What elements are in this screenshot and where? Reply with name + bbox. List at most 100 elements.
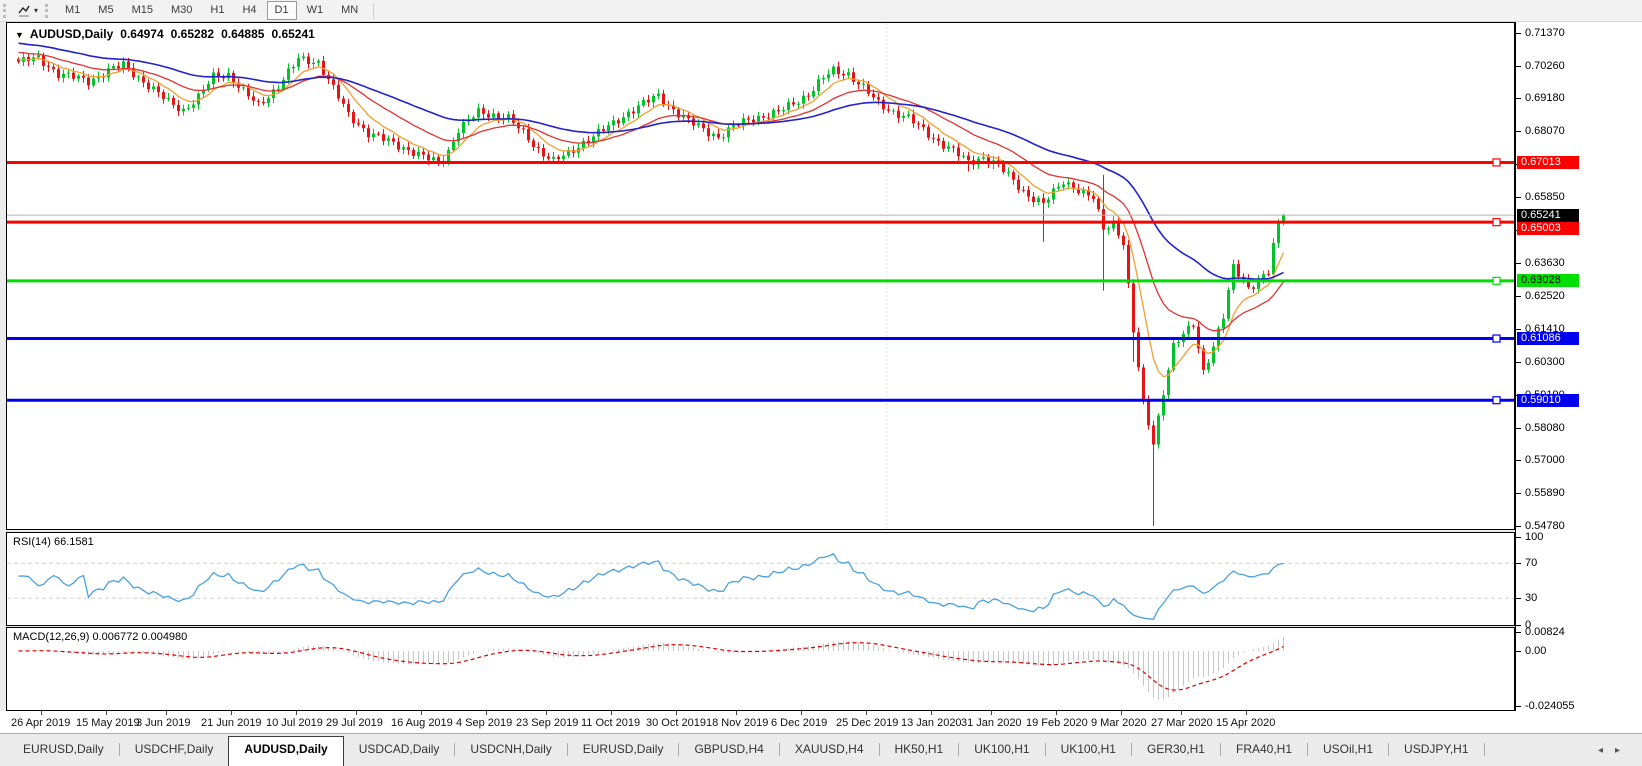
chevron-down-icon[interactable]: ▾ [34, 6, 39, 15]
tab-usdjpy-h1[interactable]: USDJPY,H1 [1404, 742, 1469, 756]
tab-uk100-h1[interactable]: UK100,H1 [974, 742, 1030, 756]
tab-divider [454, 743, 456, 756]
date-label: 25 Dec 2019 [836, 717, 899, 729]
timeframe-button-w1[interactable]: W1 [299, 1, 332, 20]
price-level-tag[interactable]: 0.65241 [1517, 208, 1579, 222]
timeframe-button-m1[interactable]: M1 [57, 1, 88, 20]
tab-usoil-h1[interactable]: USOil,H1 [1323, 742, 1374, 756]
tab-scroll-arrows: ◂▸ [1598, 745, 1632, 756]
timeframe-button-mn[interactable]: MN [333, 1, 366, 20]
tab-usdchf-daily[interactable]: USDCHF,Daily [134, 742, 214, 756]
tab-usdcad-daily[interactable]: USDCAD,Daily [358, 742, 440, 756]
axis-tick [1516, 65, 1521, 67]
tab-divider [1388, 743, 1390, 756]
rsi-tick-label: 0 [1525, 618, 1532, 631]
axis-tick [1516, 563, 1521, 565]
axis-tick [1516, 196, 1521, 198]
price-tick-label: 0.65850 [1525, 190, 1565, 203]
tab-divider [878, 743, 880, 756]
tab-bar: EURUSD,Daily USDCHF,Daily AUDUSD,Daily USDC… [0, 733, 1642, 766]
tab-uk100-h1[interactable]: UK100,H1 [1060, 742, 1116, 756]
chart-title: ▼ AUDUSD,Daily 0.64974 0.65282 0.64885 0.6524… [15, 27, 315, 41]
timeframe-button-h1[interactable]: H1 [202, 1, 232, 20]
tab-divider [1219, 743, 1221, 756]
timeframe-button-d1[interactable]: D1 [266, 1, 297, 20]
date-axis[interactable]: 26 Apr 2019 15 May 2019 3 Jun 2019 21 Jun 2… [0, 711, 1642, 733]
chart-cursor-icon[interactable] [16, 3, 32, 19]
price-tick-label: 0.70260 [1525, 59, 1565, 72]
date-label: 16 Aug 2019 [391, 717, 453, 729]
date-tick [736, 711, 737, 715]
date-label: 23 Sep 2019 [516, 717, 579, 729]
rsi-chart[interactable] [7, 533, 1514, 625]
candlestick-chart[interactable] [7, 23, 1514, 529]
price-level-tag[interactable]: 0.61086 [1517, 332, 1579, 346]
date-label: 18 Nov 2019 [706, 717, 769, 729]
date-label: 10 Jul 2019 [266, 717, 323, 729]
price-level-tag[interactable]: 0.59010 [1517, 393, 1579, 407]
date-tick [231, 711, 232, 715]
axis-tick [1516, 706, 1521, 708]
main-chart-pane[interactable]: ▼ AUDUSD,Daily 0.64974 0.65282 0.64885 0.6524… [6, 22, 1515, 530]
date-tick [991, 711, 992, 715]
tab-scroll-right-icon[interactable]: ▸ [1614, 745, 1632, 756]
date-tick [1246, 711, 1247, 715]
timeframe-button-h4[interactable]: H4 [234, 1, 264, 20]
price-level-tag[interactable]: 0.65003 [1517, 221, 1579, 235]
tab-hk50-h1[interactable]: HK50,H1 [894, 742, 944, 756]
toolbar-grip[interactable] [3, 3, 10, 18]
rsi-pane[interactable]: RSI(14) 66.1581 [6, 532, 1515, 626]
axis-tick [1516, 651, 1521, 652]
date-tick [1181, 711, 1182, 715]
axis-tick [1516, 262, 1521, 264]
tab-scroll-left-icon[interactable]: ◂ [1597, 745, 1615, 756]
rsi-tick-label: 70 [1525, 557, 1538, 570]
macd-chart[interactable] [7, 628, 1514, 710]
price-tick-label: 0.61410 [1525, 322, 1565, 335]
date-label: 9 Mar 2020 [1091, 717, 1147, 729]
date-label: 13 Jan 2020 [901, 717, 962, 729]
date-label: 15 Apr 2020 [1216, 717, 1276, 729]
axis-tick [1516, 33, 1521, 34]
axis-tick [1516, 131, 1521, 133]
date-tick [421, 711, 422, 715]
axis-tick [1516, 598, 1521, 600]
tab-eurusd-daily[interactable]: EURUSD,Daily [582, 742, 664, 756]
tab-ger30-h1[interactable]: GER30,H1 [1146, 742, 1205, 756]
date-label: 4 Sep 2019 [456, 717, 513, 729]
tab-divider [778, 743, 780, 756]
price-tick-label: 0.68070 [1525, 125, 1565, 138]
date-tick [866, 711, 867, 715]
timeframe-button-m15[interactable]: M15 [124, 1, 161, 20]
tab-usdcnh-daily[interactable]: USDCNH,Daily [470, 742, 552, 756]
tab-eurusd-daily[interactable]: EURUSD,Daily [23, 742, 104, 756]
macd-label: MACD(12,26,9) 0.006772 0.004980 [13, 631, 188, 643]
price-axis[interactable]: 0.713700.702600.691800.680700.669600.658… [1515, 22, 1642, 712]
price-tick-label: 0.58080 [1525, 421, 1565, 434]
price-tick-label: 0.71370 [1525, 27, 1565, 39]
ohlc-dropdown-icon[interactable]: ▼ [15, 30, 24, 40]
toolbar-grip-2[interactable] [45, 3, 52, 18]
macd-pane[interactable]: MACD(12,26,9) 0.006772 0.004980 [6, 627, 1515, 711]
tab-fra40-h1[interactable]: FRA40,H1 [1235, 742, 1293, 756]
price-level-tag[interactable]: 0.67013 [1517, 155, 1579, 169]
tab-gbpusd-h4[interactable]: GBPUSD,H4 [694, 742, 764, 756]
timeframe-button-m5[interactable]: M5 [90, 1, 121, 20]
date-tick [296, 711, 297, 715]
date-label: 27 Mar 2020 [1151, 717, 1213, 729]
toolbar-separator [373, 2, 375, 19]
price-tick-label: 0.63630 [1525, 256, 1565, 269]
date-tick [41, 711, 42, 715]
date-label: 31 Jan 2020 [961, 717, 1022, 729]
axis-tick [1516, 295, 1521, 297]
timeframe-button-m30[interactable]: M30 [163, 1, 200, 20]
axis-tick [1516, 525, 1521, 527]
price-level-tag[interactable]: 0.63028 [1517, 274, 1579, 288]
axis-tick [1516, 624, 1521, 626]
tab-xauusd-h4[interactable]: XAUUSD,H4 [794, 742, 864, 756]
price-tick-label: 0.55890 [1525, 486, 1565, 499]
date-label: 29 Jul 2019 [326, 717, 383, 729]
tab-audusd-daily[interactable]: AUDUSD,Daily [228, 736, 344, 766]
date-label: 15 May 2019 [76, 717, 140, 729]
date-tick [106, 711, 107, 715]
